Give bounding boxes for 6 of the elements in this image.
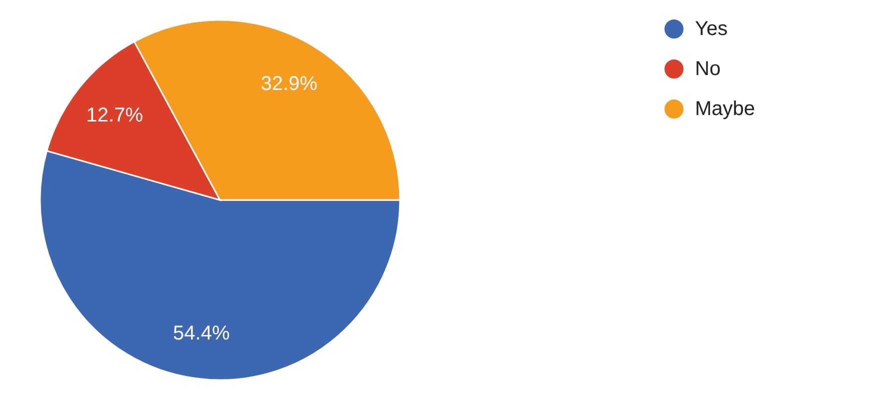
data-label: 54.4%	[173, 322, 230, 345]
legend-label: Yes	[695, 18, 728, 40]
legend-label: Maybe	[695, 98, 756, 120]
data-label: 32.9%	[260, 73, 318, 96]
legend-label: No	[695, 58, 721, 80]
data-label: 12.7%	[86, 104, 144, 127]
